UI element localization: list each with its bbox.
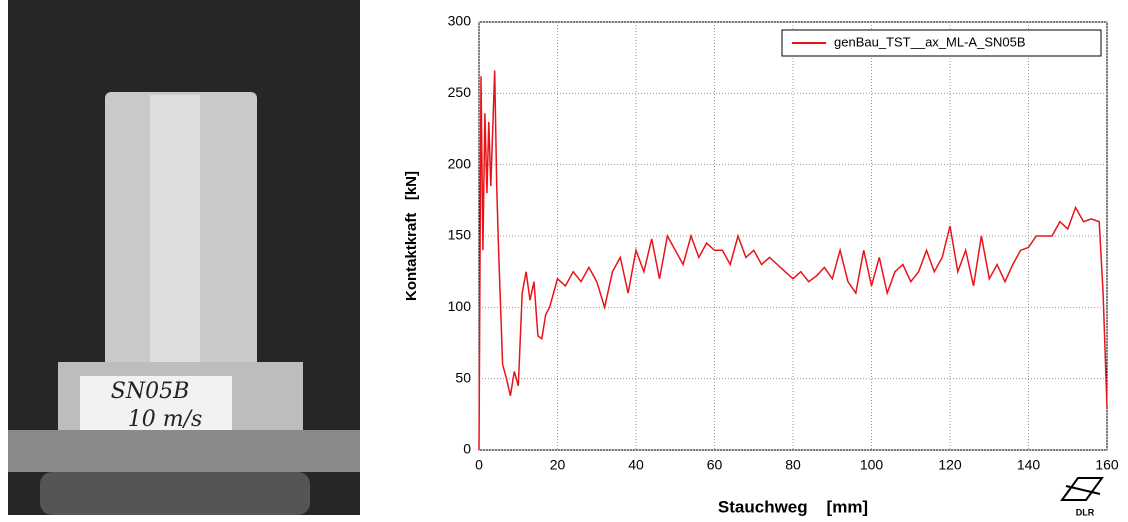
x-tick-label: 120 [938, 457, 962, 473]
roller [40, 472, 310, 515]
y-tick-label: 300 [448, 13, 472, 29]
y-tick-label: 250 [448, 84, 472, 100]
y-tick-label: 200 [448, 155, 472, 171]
x-tick-label: 160 [1095, 457, 1119, 473]
data-line [478, 70, 1108, 451]
x-tick-label: 80 [785, 457, 801, 473]
y-axis-label: Kontaktkraft [kN] [403, 171, 420, 301]
x-tick-label: 0 [475, 457, 483, 473]
x-tick-label: 60 [707, 457, 723, 473]
y-tick-label: 150 [448, 227, 472, 243]
photo-label: 10 m/s [128, 407, 203, 432]
x-tick-label: 40 [628, 457, 644, 473]
machine-plate [8, 430, 360, 472]
y-tick-label: 100 [448, 298, 472, 314]
label-card [80, 376, 232, 432]
x-tick-label: 140 [1017, 457, 1041, 473]
legend-box [781, 29, 1102, 57]
logo-mark [1060, 477, 1104, 501]
x-axis-label: Stauchweg [mm] [718, 497, 868, 516]
y-tick-label: 50 [455, 369, 471, 385]
logo-text: DLR [1076, 507, 1095, 517]
legend-label: genBau_TST__ax_ML-A_SN05B [834, 34, 1026, 49]
specimen-highlight [150, 95, 200, 365]
y-tick-label: 0 [463, 441, 471, 457]
photo-label: SN05B [111, 379, 189, 404]
x-tick-label: 100 [860, 457, 884, 473]
plot-area [478, 21, 1108, 451]
photo: SN05B 10 m/s [8, 0, 360, 515]
x-tick-label: 20 [550, 457, 566, 473]
